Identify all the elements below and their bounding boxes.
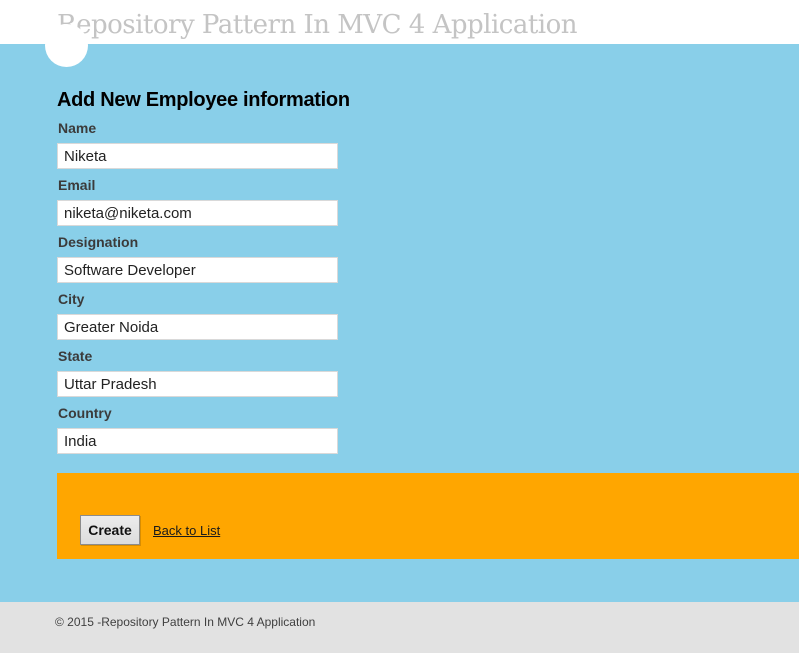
field-name: Name (57, 120, 799, 169)
form-actions-bar: Create Back to List (57, 473, 799, 559)
site-footer: © 2015 -Repository Pattern In MVC 4 Appl… (0, 602, 799, 653)
country-label: Country (58, 405, 112, 421)
field-city: City (57, 291, 799, 340)
field-country: Country (57, 405, 799, 454)
city-input[interactable] (57, 314, 338, 340)
state-input[interactable] (57, 371, 338, 397)
country-input[interactable] (57, 428, 338, 454)
name-label: Name (58, 120, 97, 136)
field-designation: Designation (57, 234, 799, 283)
field-email: Email (57, 177, 799, 226)
site-header: Repository Pattern In MVC 4 Application (0, 0, 799, 44)
email-label: Email (58, 177, 96, 193)
email-input[interactable] (57, 200, 338, 226)
back-to-list-link[interactable]: Back to List (153, 522, 221, 538)
city-label: City (58, 291, 85, 307)
state-label: State (58, 348, 93, 364)
main-content: Add New Employee information Name Email … (0, 44, 799, 602)
field-state: State (57, 348, 799, 397)
logo-circle (45, 24, 88, 67)
copyright-text: © 2015 -Repository Pattern In MVC 4 Appl… (55, 615, 316, 629)
designation-label: Designation (58, 234, 139, 250)
site-title: Repository Pattern In MVC 4 Application (57, 10, 578, 40)
page-title: Add New Employee information (57, 89, 350, 111)
employee-form: Name Email Designation City State Countr (57, 120, 799, 454)
name-input[interactable] (57, 143, 338, 169)
create-button[interactable]: Create (80, 515, 140, 545)
designation-input[interactable] (57, 257, 338, 283)
